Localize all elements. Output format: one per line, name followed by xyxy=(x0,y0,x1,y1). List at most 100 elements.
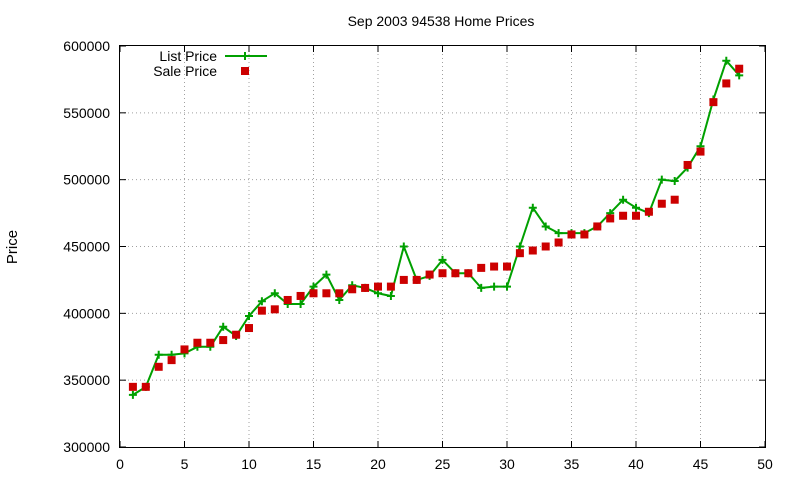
list-price-point xyxy=(619,195,628,204)
list-price-point xyxy=(322,270,331,279)
x-tick-label: 15 xyxy=(306,456,322,472)
legend-marker-list-price xyxy=(241,52,249,60)
sale-price-point xyxy=(696,147,705,156)
sale-price-point xyxy=(632,211,640,220)
list-price-point xyxy=(128,390,137,399)
y-axis-ticks: 300000 350000 400000 450000 500000 550000 6000… xyxy=(63,38,765,455)
sale-price-point xyxy=(167,356,176,365)
list-price-point xyxy=(257,297,266,306)
sale-price-point xyxy=(606,214,615,223)
list-price-point xyxy=(632,203,640,212)
sale-price-point xyxy=(464,269,473,278)
sale-price-point xyxy=(257,306,266,315)
x-tick-label: 50 xyxy=(757,456,773,472)
y-tick-label: 450000 xyxy=(63,239,110,255)
legend-label-sale-price: Sale Price xyxy=(153,63,217,79)
legend-label-list-price: List Price xyxy=(159,48,217,64)
legend-marker-sale-price xyxy=(241,67,249,75)
list-price-point xyxy=(309,282,318,291)
sale-price-point xyxy=(670,195,679,204)
x-tick-label: 40 xyxy=(628,456,644,472)
sale-price-point xyxy=(206,338,215,347)
sale-price-point xyxy=(580,230,589,239)
list-price-point xyxy=(657,175,666,184)
list-price-point xyxy=(528,203,537,212)
sale-price-point xyxy=(412,275,421,284)
y-tick-label: 400000 xyxy=(63,305,110,321)
x-tick-label: 30 xyxy=(499,456,515,472)
plot-frame xyxy=(119,45,766,448)
y-tick-label: 500000 xyxy=(63,172,110,188)
y-tick-label: 600000 xyxy=(63,38,110,54)
x-axis-ticks: 0 5 10 15 20 25 30 35 40 45 50 xyxy=(116,46,773,472)
sale-price-point xyxy=(425,270,434,279)
sale-price-point xyxy=(296,291,305,300)
sale-price-point xyxy=(644,207,653,216)
list-price-point xyxy=(541,222,550,231)
x-tick-label: 0 xyxy=(116,456,124,472)
sale-price-point xyxy=(128,382,137,391)
sale-price-point xyxy=(270,305,279,314)
sale-price-point xyxy=(348,285,357,294)
sale-price-point xyxy=(490,262,499,271)
sale-price-point xyxy=(335,289,344,298)
list-price-point xyxy=(477,283,486,292)
sale-price-point xyxy=(528,246,537,255)
list-price-point xyxy=(386,291,395,300)
list-price-point xyxy=(219,322,228,331)
sale-price-point xyxy=(399,275,408,284)
sale-price-point xyxy=(438,269,447,278)
list-price-point xyxy=(490,282,499,291)
x-tick-label: 5 xyxy=(181,456,189,472)
sale-price-point xyxy=(619,211,628,220)
sale-price-point xyxy=(193,338,202,347)
list-price-point xyxy=(296,299,305,308)
sale-price-point xyxy=(451,269,460,278)
sale-price-point xyxy=(245,324,253,333)
x-tick-label: 20 xyxy=(370,456,386,472)
sale-price-point xyxy=(541,242,550,251)
list-price-point xyxy=(245,312,253,321)
sale-price-point xyxy=(361,283,370,292)
list-price-point xyxy=(399,242,408,251)
list-price-point xyxy=(374,289,382,298)
list-price-point xyxy=(503,282,511,291)
list-price-point xyxy=(335,295,344,304)
sale-price-point xyxy=(683,160,692,169)
sale-price-point xyxy=(709,98,718,107)
sale-price-point xyxy=(515,249,524,258)
sale-price-point xyxy=(735,64,744,73)
list-price-point xyxy=(438,255,447,264)
sale-price-point xyxy=(180,345,189,354)
sale-price-point xyxy=(154,362,163,371)
sale-price-point xyxy=(554,238,563,247)
legend: List Price Sale Price xyxy=(153,48,267,79)
y-axis-label: Price xyxy=(4,230,21,264)
sale-price-point xyxy=(567,230,576,239)
grid xyxy=(120,46,765,447)
chart-title: Sep 2003 94538 Home Prices xyxy=(348,13,535,29)
y-tick-label: 550000 xyxy=(63,105,110,121)
sale-price-point xyxy=(503,262,511,271)
sale-price-point xyxy=(232,330,241,339)
sale-price-point xyxy=(593,222,602,231)
sale-price-point xyxy=(374,282,382,291)
x-tick-label: 35 xyxy=(564,456,580,472)
list-price-point xyxy=(722,56,731,65)
sale-price-point xyxy=(657,199,666,208)
x-tick-label: 10 xyxy=(241,456,257,472)
list-price-line xyxy=(132,59,740,396)
list-price-point xyxy=(154,350,163,359)
list-price-point xyxy=(270,289,279,298)
sale-price-point xyxy=(477,263,486,272)
list-price-point xyxy=(554,229,563,238)
sale-price-point xyxy=(386,282,395,291)
y-tick-label: 300000 xyxy=(63,439,110,455)
sale-price-point xyxy=(283,295,292,304)
sale-price-point xyxy=(322,289,331,298)
sale-price-point xyxy=(309,289,318,298)
sale-price-point xyxy=(219,336,228,345)
sale-price-point xyxy=(141,382,150,391)
list-price-point xyxy=(735,71,744,80)
